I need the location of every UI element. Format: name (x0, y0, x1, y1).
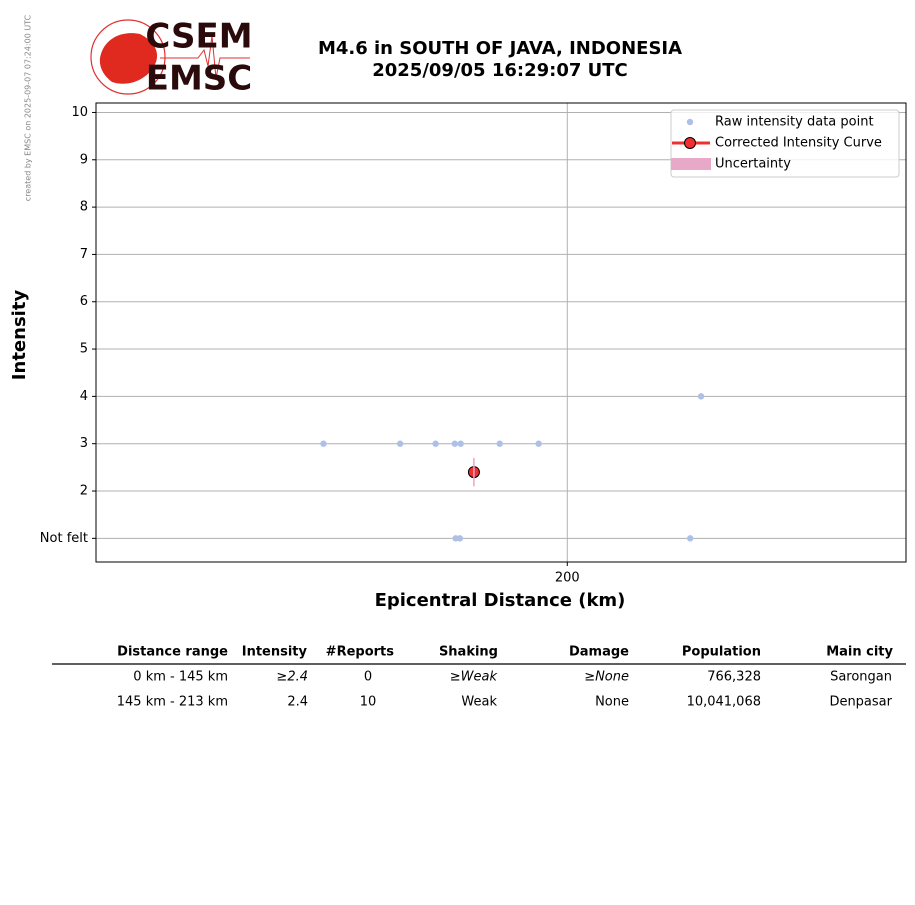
table-cell: ≥2.4 (276, 670, 308, 685)
y-tick-label: Not felt (40, 531, 88, 546)
y-axis-label: Intensity (9, 290, 30, 381)
raw-point (396, 440, 404, 447)
plot: Not felt 2 3 4 5 6 7 8 9 10 200 Raw intensity data … (40, 102, 907, 586)
logo: CSEM EMSC (90, 17, 253, 99)
y-tick-label: 7 (80, 247, 88, 262)
table-cell: 145 km - 213 km (117, 695, 228, 710)
logo-top: CSEM (145, 17, 252, 57)
raw-point (496, 440, 503, 447)
legend-marker (671, 158, 711, 170)
table-header: Distance range (117, 645, 228, 660)
table-cell: None (595, 695, 629, 710)
raw-point (432, 440, 439, 447)
x-axis-label: Epicentral Distance (km) (375, 590, 626, 611)
raw-point (451, 440, 458, 447)
y-tick-label: 3 (80, 436, 88, 451)
y-tick-label: 10 (71, 105, 88, 120)
table-cell: 10,041,068 (687, 695, 761, 710)
table-cell: 2.4 (287, 695, 308, 710)
raw-point (457, 440, 464, 447)
chart-title: M4.6 in SOUTH OF JAVA, INDONESIA (318, 38, 682, 59)
credit: created by EMSC on 2025-09-07 07:24:00 U… (24, 14, 33, 201)
table-header: Intensity (242, 645, 308, 660)
table-cell: Weak (461, 695, 497, 710)
y-tick-label: 8 (80, 200, 88, 215)
y-tick-label: 2 (80, 484, 88, 499)
table-cell: Sarongan (830, 670, 892, 685)
raw-point (456, 535, 464, 542)
table-header: Damage (569, 645, 629, 660)
table-header: Main city (826, 645, 893, 660)
table-cell: 0 (364, 670, 372, 685)
legend-label: Corrected Intensity Curve (715, 136, 882, 151)
y-tick-label: 4 (80, 389, 88, 404)
table-cell: ≥Weak (450, 670, 498, 685)
table-header: Population (682, 645, 761, 660)
table-cell: ≥None (584, 670, 629, 685)
table-cell: Denpasar (829, 695, 892, 710)
raw-point (687, 535, 694, 542)
raw-point (320, 440, 327, 447)
table-cell: 766,328 (707, 670, 761, 685)
chart-subtitle: 2025/09/05 16:29:07 UTC (372, 60, 628, 81)
x-tick-label: 200 (555, 571, 580, 586)
raw-point (697, 393, 705, 400)
table-cell: 0 km - 145 km (133, 670, 228, 685)
raw-point (535, 440, 542, 447)
legend-label: Raw intensity data point (715, 115, 874, 130)
table-cell: 10 (360, 695, 377, 710)
legend-label: Uncertainty (715, 157, 791, 172)
y-tick-label: 6 (80, 294, 88, 309)
table-header: #Reports (326, 645, 395, 660)
legend-marker (686, 118, 694, 126)
table-header: Shaking (439, 645, 498, 660)
legend-marker (684, 137, 696, 149)
y-tick-label: 5 (80, 342, 88, 357)
legend-box (670, 109, 900, 178)
plot-frame (95, 102, 907, 563)
logo-bottom: EMSC (146, 59, 253, 99)
table: Distance range Intensity #Reports Shaking Da… (52, 645, 906, 710)
y-tick-label: 9 (80, 152, 88, 167)
